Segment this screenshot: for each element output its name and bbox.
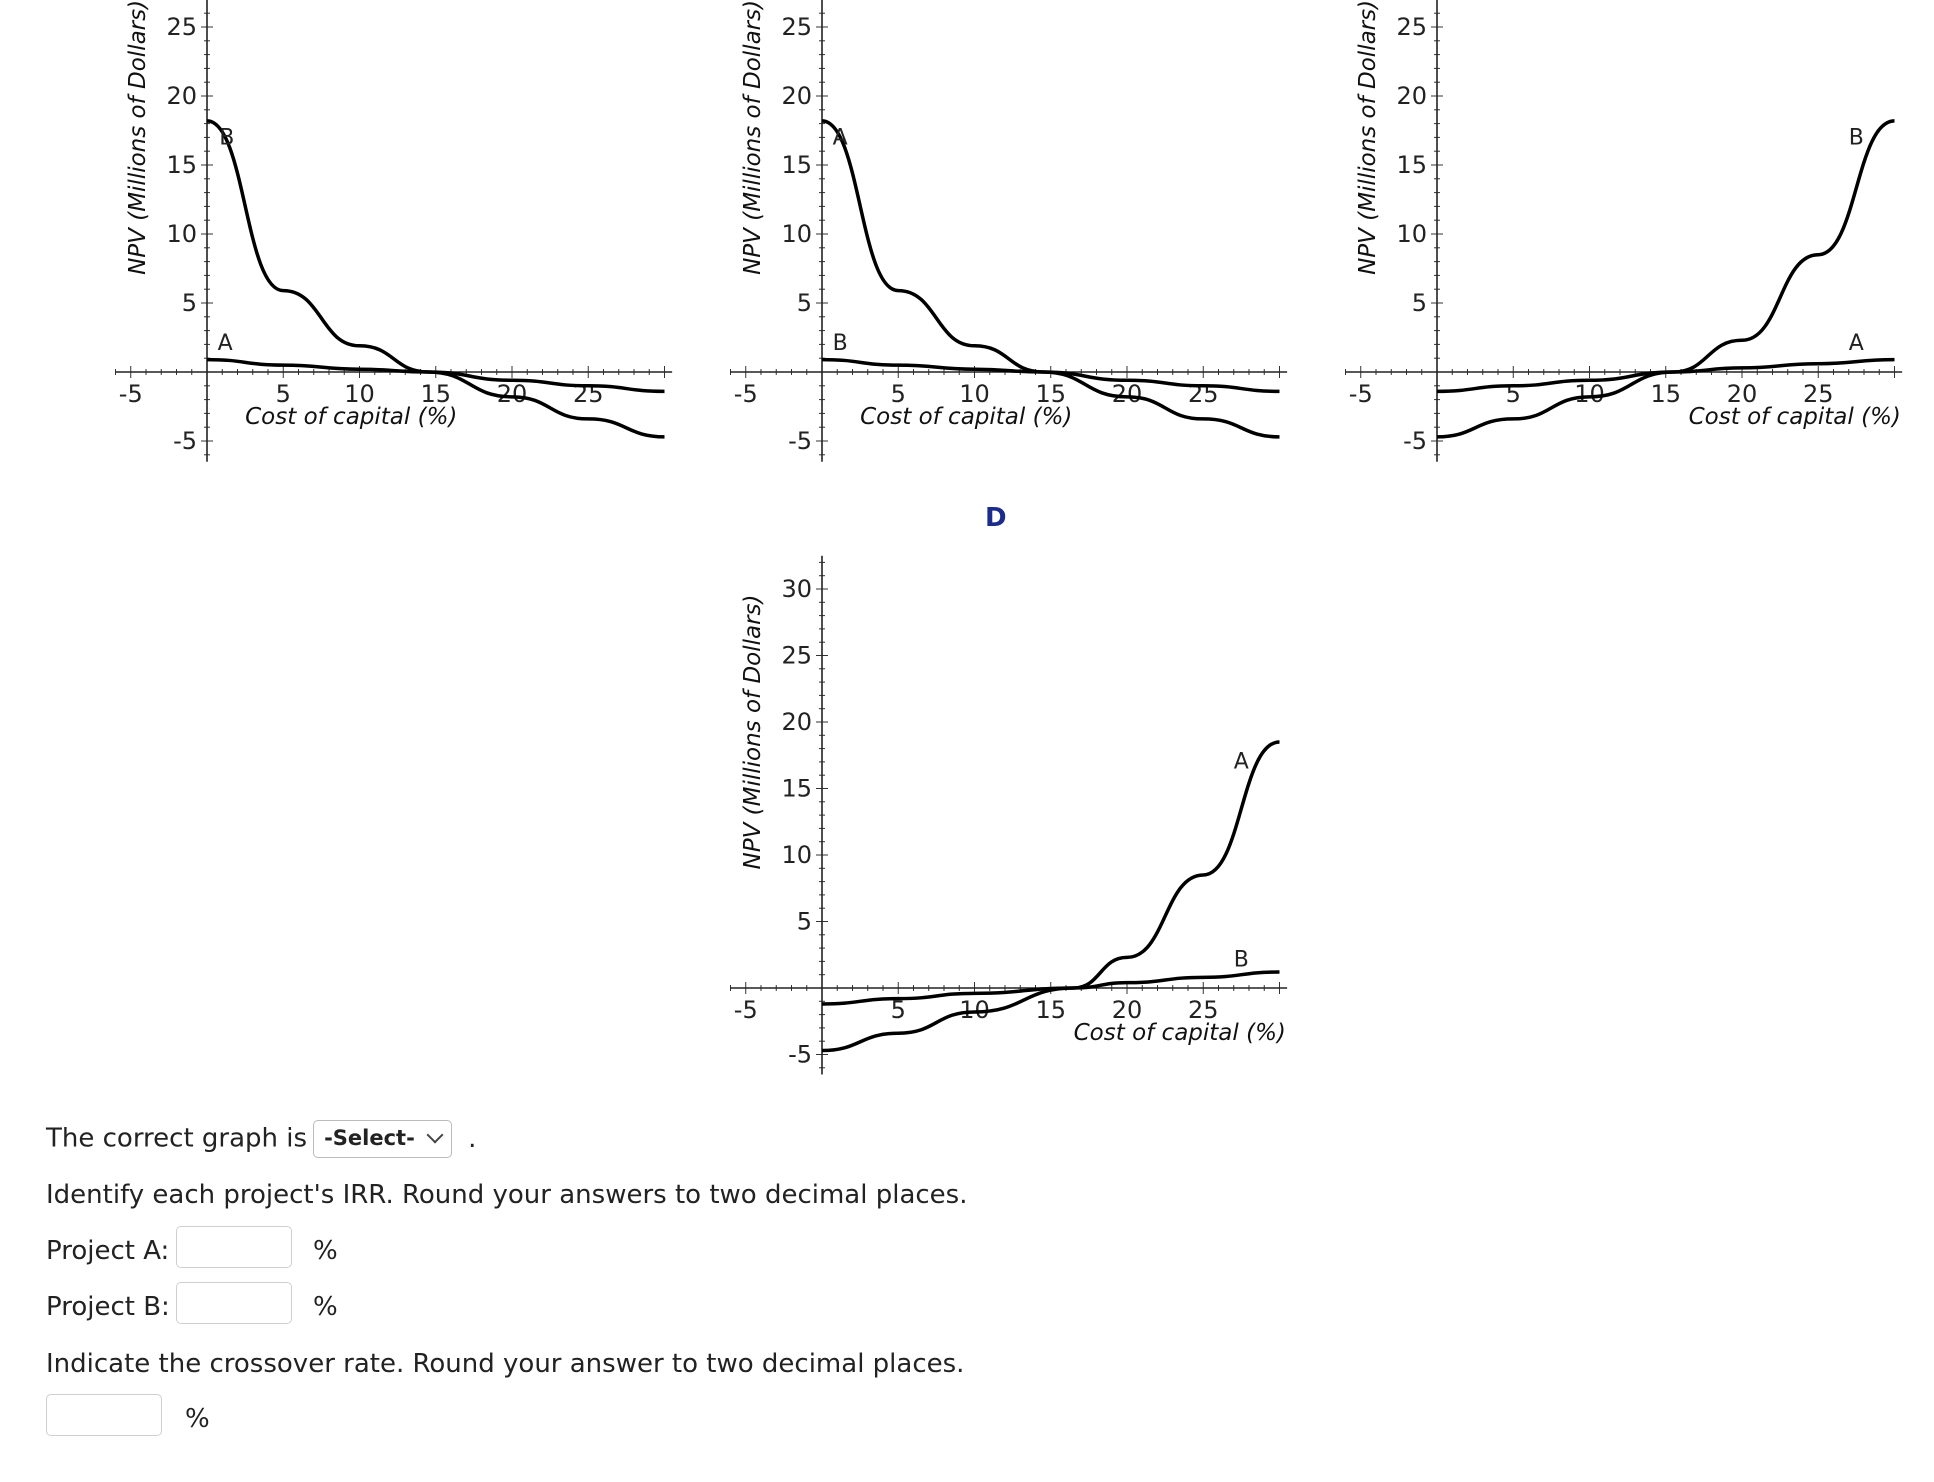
graph-label-d: D <box>985 503 1007 533</box>
x-tick-label: 15 <box>420 380 451 408</box>
x-tick-label: -5 <box>734 996 758 1024</box>
y-axis-title: NPV (Millions of Dollars) <box>1355 0 1381 275</box>
x-tick-label: 25 <box>1803 380 1834 408</box>
npv-curve-a <box>821 119 1280 439</box>
npv-curve-b <box>821 970 1280 1006</box>
project-a-label: Project A: <box>46 1236 170 1266</box>
y-tick-label: -5 <box>788 427 812 455</box>
y-axis-title: NPV (Millions of Dollars) <box>740 594 766 869</box>
y-tick-label: 15 <box>1396 151 1427 179</box>
x-tick-label: 20 <box>497 380 528 408</box>
curve-label-a: A <box>1849 331 1864 356</box>
y-tick-label: 20 <box>781 82 812 110</box>
npv-curve-b <box>206 119 665 439</box>
y-axis-title: NPV (Millions of Dollars) <box>125 0 151 275</box>
y-axis-title: NPV (Millions of Dollars) <box>740 0 766 275</box>
x-tick-label: -5 <box>1349 380 1373 408</box>
y-tick-label: 10 <box>781 220 812 248</box>
x-tick-label: 5 <box>891 380 906 408</box>
x-tick-label: 15 <box>1035 380 1066 408</box>
x-tick-label: 10 <box>344 380 375 408</box>
crossover-rate-input[interactable] <box>46 1394 162 1436</box>
graph-select[interactable]: -Select- <box>313 1120 452 1158</box>
project-b-percent: % <box>313 1292 338 1322</box>
select-period: . <box>468 1123 477 1154</box>
curve-label-a: A <box>1234 750 1249 775</box>
x-tick-label: -5 <box>119 380 143 408</box>
x-tick-label: -5 <box>734 380 758 408</box>
curve-label-a: A <box>218 331 233 356</box>
y-tick-label: 5 <box>797 289 812 317</box>
y-tick-label: 25 <box>166 13 197 41</box>
y-tick-label: 15 <box>781 151 812 179</box>
x-tick-label: 15 <box>1650 380 1681 408</box>
curve-label-b: B <box>1849 125 1864 150</box>
x-axis-title: Cost of capital (%) <box>1074 1020 1286 1046</box>
npv-curve-b <box>1436 119 1895 439</box>
y-tick-label: 5 <box>1412 289 1427 317</box>
y-tick-label: 30 <box>781 575 812 603</box>
y-tick-label: 10 <box>1396 220 1427 248</box>
crossover-prompt: Indicate the crossover rate. Round your … <box>46 1349 965 1379</box>
y-tick-label: 5 <box>797 908 812 936</box>
y-tick-label: 25 <box>1396 13 1427 41</box>
y-tick-label: 15 <box>781 775 812 803</box>
curve-label-a: A <box>833 125 848 150</box>
y-tick-label: 25 <box>781 642 812 670</box>
x-tick-label: 20 <box>1727 380 1758 408</box>
npv-curve-b <box>821 357 1280 394</box>
npv-curve-a <box>1436 357 1895 394</box>
y-tick-label: 20 <box>781 708 812 736</box>
x-tick-label: 10 <box>959 380 990 408</box>
x-tick-label: 20 <box>1112 380 1143 408</box>
x-tick-label: 5 <box>276 380 291 408</box>
x-tick-label: 25 <box>1188 996 1219 1024</box>
y-tick-label: 15 <box>166 151 197 179</box>
curve-label-b: B <box>219 125 234 150</box>
curve-label-b: B <box>1234 948 1249 973</box>
x-axis-title: Cost of capital (%) <box>245 404 457 430</box>
project-b-irr-input[interactable] <box>176 1282 292 1324</box>
project-a-percent: % <box>313 1236 338 1266</box>
project-a-irr-input[interactable] <box>176 1226 292 1268</box>
x-tick-label: 5 <box>891 996 906 1024</box>
y-tick-label: 20 <box>1396 82 1427 110</box>
x-tick-label: 20 <box>1112 996 1143 1024</box>
y-tick-label: 10 <box>166 220 197 248</box>
project-b-label: Project B: <box>46 1292 170 1322</box>
y-tick-label: 25 <box>781 13 812 41</box>
crossover-percent: % <box>185 1404 210 1434</box>
npv-curve-a <box>206 357 665 394</box>
graph-prompt: The correct graph is <box>46 1123 308 1154</box>
irr-prompt: Identify each project's IRR. Round your … <box>46 1180 968 1210</box>
npv-curve-a <box>821 740 1280 1053</box>
curve-label-b: B <box>833 331 848 356</box>
graph-question: The correct graph is -Select- . <box>46 1120 476 1158</box>
x-tick-label: 10 <box>1574 380 1605 408</box>
chevron-down-icon <box>426 1126 444 1144</box>
y-tick-label: 20 <box>166 82 197 110</box>
y-tick-label: -5 <box>788 1041 812 1069</box>
y-tick-label: -5 <box>173 427 197 455</box>
y-tick-label: 10 <box>781 841 812 869</box>
x-axis-title: Cost of capital (%) <box>1689 404 1901 430</box>
x-tick-label: 15 <box>1035 996 1066 1024</box>
x-axis-title: Cost of capital (%) <box>860 404 1072 430</box>
select-value: -Select- <box>324 1126 415 1150</box>
y-tick-label: 5 <box>182 289 197 317</box>
y-tick-label: -5 <box>1403 427 1427 455</box>
